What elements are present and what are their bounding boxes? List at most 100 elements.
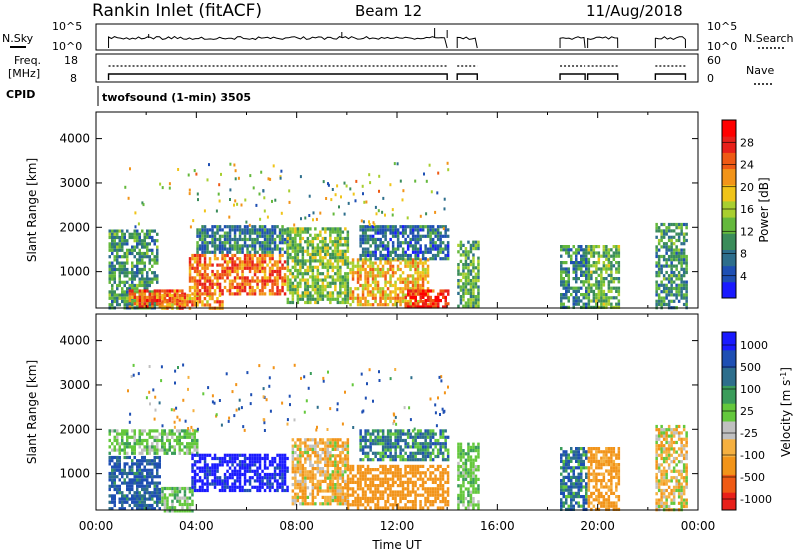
data-cell xyxy=(281,276,284,280)
data-cell xyxy=(196,279,199,283)
data-cell xyxy=(680,293,683,297)
data-cell xyxy=(399,287,402,291)
data-cell xyxy=(411,503,415,507)
data-cell xyxy=(168,493,172,497)
data-cell xyxy=(138,429,141,433)
data-cell xyxy=(236,289,239,293)
data-cell xyxy=(266,231,269,235)
data-cell xyxy=(191,485,194,489)
data-cell xyxy=(321,246,325,250)
data-cell xyxy=(299,278,302,282)
data-cell xyxy=(263,209,266,213)
data-cell xyxy=(324,479,327,483)
data-cell xyxy=(198,297,202,301)
data-cell xyxy=(113,448,116,452)
data-cell xyxy=(158,497,161,501)
data-cell xyxy=(421,477,425,481)
data-cell xyxy=(168,293,172,297)
data-cell xyxy=(464,259,468,263)
data-cell xyxy=(682,274,686,278)
data-cell xyxy=(233,482,237,486)
data-cell xyxy=(379,299,382,304)
data-cell xyxy=(384,247,387,251)
data-cell xyxy=(121,497,124,501)
data-cell xyxy=(223,241,227,245)
data-cell xyxy=(146,302,149,306)
data-cell xyxy=(394,231,397,235)
data-cell xyxy=(243,257,247,261)
data-cell xyxy=(567,270,570,274)
data-cell xyxy=(319,486,322,490)
data-cell xyxy=(434,247,437,251)
data-cell xyxy=(343,212,346,216)
data-cell xyxy=(444,496,447,500)
data-cell xyxy=(339,256,342,260)
data-cell xyxy=(136,258,139,262)
data-cell xyxy=(291,297,295,301)
data-cell xyxy=(146,451,149,455)
data-cell xyxy=(108,475,111,479)
data-cell xyxy=(161,496,164,500)
data-cell xyxy=(158,487,161,492)
colorbar-swatch xyxy=(722,120,736,137)
data-cell xyxy=(672,229,676,233)
data-cell xyxy=(329,265,332,269)
data-cell xyxy=(304,249,307,253)
data-cell xyxy=(321,227,325,231)
data-cell xyxy=(213,300,217,304)
data-cell xyxy=(610,280,613,284)
data-cell xyxy=(411,231,415,235)
data-cell xyxy=(680,267,683,271)
data-cell xyxy=(191,482,194,486)
data-cell xyxy=(111,296,114,300)
data-cell xyxy=(296,252,300,257)
data-cell xyxy=(291,438,295,442)
data-cell xyxy=(416,250,420,254)
data-cell xyxy=(428,163,431,167)
data-cell xyxy=(617,286,621,290)
data-cell xyxy=(324,240,327,244)
data-cell xyxy=(324,236,327,241)
data-cell xyxy=(131,487,134,492)
data-cell xyxy=(414,250,417,254)
data-cell xyxy=(316,467,320,471)
data-cell xyxy=(356,277,360,281)
data-cell xyxy=(356,258,360,262)
data-cell xyxy=(153,484,156,488)
data-cell xyxy=(309,300,312,305)
data-cell xyxy=(344,262,347,266)
data-cell xyxy=(206,482,209,486)
data-cell xyxy=(421,283,425,288)
data-cell xyxy=(409,500,412,504)
data-cell xyxy=(319,294,322,298)
data-cell xyxy=(296,470,300,474)
data-cell xyxy=(121,264,124,268)
data-cell xyxy=(416,468,420,472)
data-cell xyxy=(294,230,297,234)
data-cell xyxy=(281,479,284,483)
data-cell xyxy=(141,484,144,488)
data-cell xyxy=(146,255,149,259)
data-cell xyxy=(311,240,315,244)
data-cell xyxy=(183,493,187,497)
data-cell xyxy=(268,479,272,483)
data-cell xyxy=(113,239,116,243)
data-cell xyxy=(299,444,302,448)
data-cell xyxy=(156,497,159,501)
data-cell xyxy=(261,260,264,264)
data-cell xyxy=(263,247,267,251)
data-cell xyxy=(462,295,465,299)
data-cell xyxy=(118,448,121,452)
data-cell xyxy=(381,271,385,275)
data-cell xyxy=(399,225,402,229)
data-cell xyxy=(582,280,585,284)
data-cell xyxy=(467,263,470,267)
data-cell xyxy=(238,460,242,464)
data-cell xyxy=(339,457,342,461)
data-cell xyxy=(442,305,445,309)
data-cell xyxy=(268,241,272,245)
data-cell xyxy=(201,266,204,270)
data-cell xyxy=(409,477,412,481)
data-cell xyxy=(296,233,300,237)
data-cell xyxy=(176,435,179,439)
